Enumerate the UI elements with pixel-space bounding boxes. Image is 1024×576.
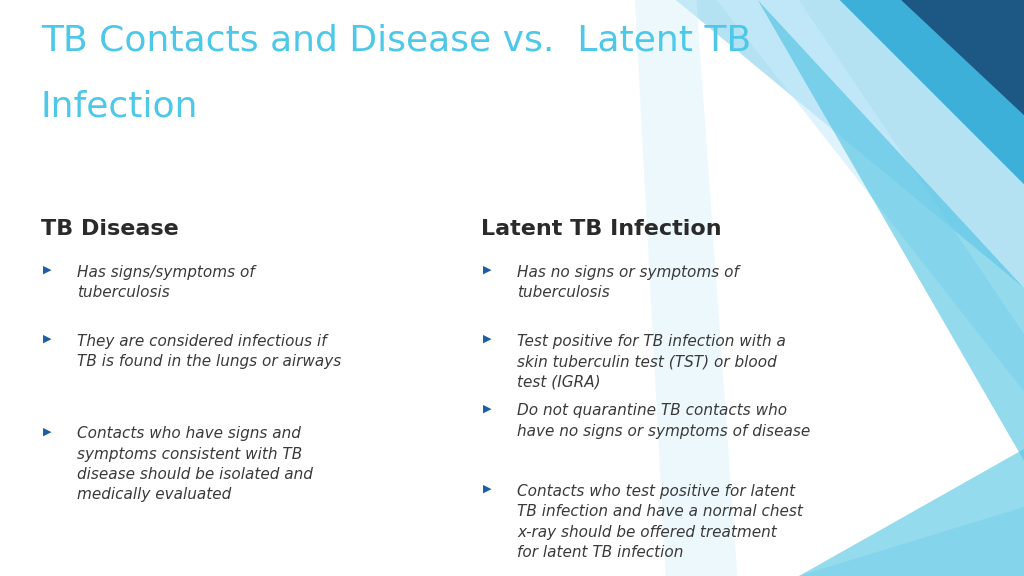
Text: Contacts who test positive for latent
TB infection and have a normal chest
x-ray: Contacts who test positive for latent TB… xyxy=(517,484,803,560)
Polygon shape xyxy=(758,0,1024,461)
Text: Contacts who have signs and
symptoms consistent with TB
disease should be isolat: Contacts who have signs and symptoms con… xyxy=(77,426,312,502)
Polygon shape xyxy=(635,0,737,576)
Text: ▶: ▶ xyxy=(43,265,51,275)
Polygon shape xyxy=(717,0,1024,392)
Polygon shape xyxy=(676,0,1024,288)
Text: ▶: ▶ xyxy=(43,426,51,436)
Text: ▶: ▶ xyxy=(483,265,492,275)
Text: Has signs/symptoms of
tuberculosis: Has signs/symptoms of tuberculosis xyxy=(77,265,255,300)
Text: Test positive for TB infection with a
skin tuberculin test (TST) or blood
test (: Test positive for TB infection with a sk… xyxy=(517,334,786,390)
Polygon shape xyxy=(799,449,1024,576)
Text: They are considered infectious if
TB is found in the lungs or airways: They are considered infectious if TB is … xyxy=(77,334,341,369)
Text: Do not quarantine TB contacts who
have no signs or symptoms of disease: Do not quarantine TB contacts who have n… xyxy=(517,403,810,438)
Text: ▶: ▶ xyxy=(483,334,492,344)
Text: Infection: Infection xyxy=(41,89,199,123)
Text: ▶: ▶ xyxy=(483,403,492,413)
Text: TB Disease: TB Disease xyxy=(41,219,179,239)
Text: TB Contacts and Disease vs.  Latent TB: TB Contacts and Disease vs. Latent TB xyxy=(41,23,751,57)
Polygon shape xyxy=(840,0,1024,184)
Text: Has no signs or symptoms of
tuberculosis: Has no signs or symptoms of tuberculosis xyxy=(517,265,739,300)
Text: Latent TB Infection: Latent TB Infection xyxy=(481,219,722,239)
Text: ▶: ▶ xyxy=(43,334,51,344)
Polygon shape xyxy=(901,0,1024,115)
Polygon shape xyxy=(676,507,1024,576)
Text: ▶: ▶ xyxy=(483,484,492,494)
